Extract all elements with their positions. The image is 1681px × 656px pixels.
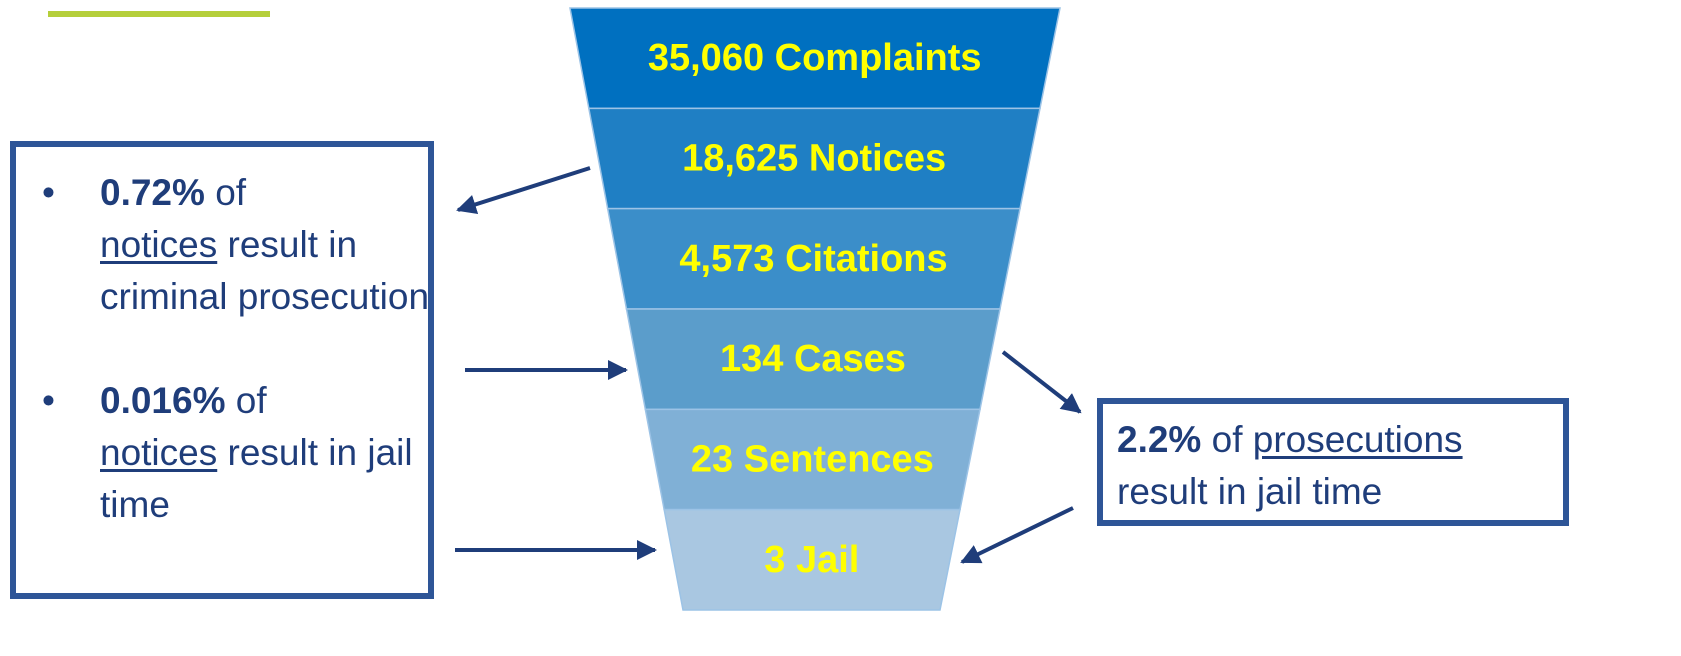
bold-text: 2.2% [1117,419,1202,460]
bold-text: 0.72% [100,172,205,213]
underlined-text: notices [100,224,218,265]
stage-label: 134 Cases [720,338,906,380]
arrow [1001,350,1082,414]
right-box: 2.2% of prosecutions result in jail time [1097,398,1569,526]
text: of [1201,419,1253,460]
stage-label: 18,625 Notices [682,138,946,180]
accent-line [48,11,270,17]
arrows [455,166,1082,564]
bullet-dot: • [42,380,55,421]
left-box: • 0.72% of notices result in criminal pro… [10,141,434,599]
bold-text: 0.016% [100,380,226,421]
text: of [225,380,267,421]
stage-label: 3 Jail [764,539,859,581]
funnel: 35,060 Complaints 18,625 Notices 4,573 Cit… [569,7,1061,611]
text: of [204,172,247,213]
funnel-stage [663,508,961,611]
underlined-text: prosecutions [1252,419,1463,460]
text: result in jail time [100,432,413,525]
text: result in criminal prosecution [100,224,430,317]
stage-label: 4,573 Citations [679,238,947,280]
stage-label: 23 Sentences [691,439,934,481]
underlined-text: notices [100,432,218,473]
bullet-dot: • [42,172,55,213]
arrow [960,506,1074,564]
bullet: • 0.016% of notices result in jail time [30,375,430,531]
arrow [456,166,591,215]
bullet: • 0.72% of notices result in criminal pro… [30,167,430,323]
text: result in jail time [1117,471,1383,512]
stage-label: 35,060 Complaints [648,37,982,79]
